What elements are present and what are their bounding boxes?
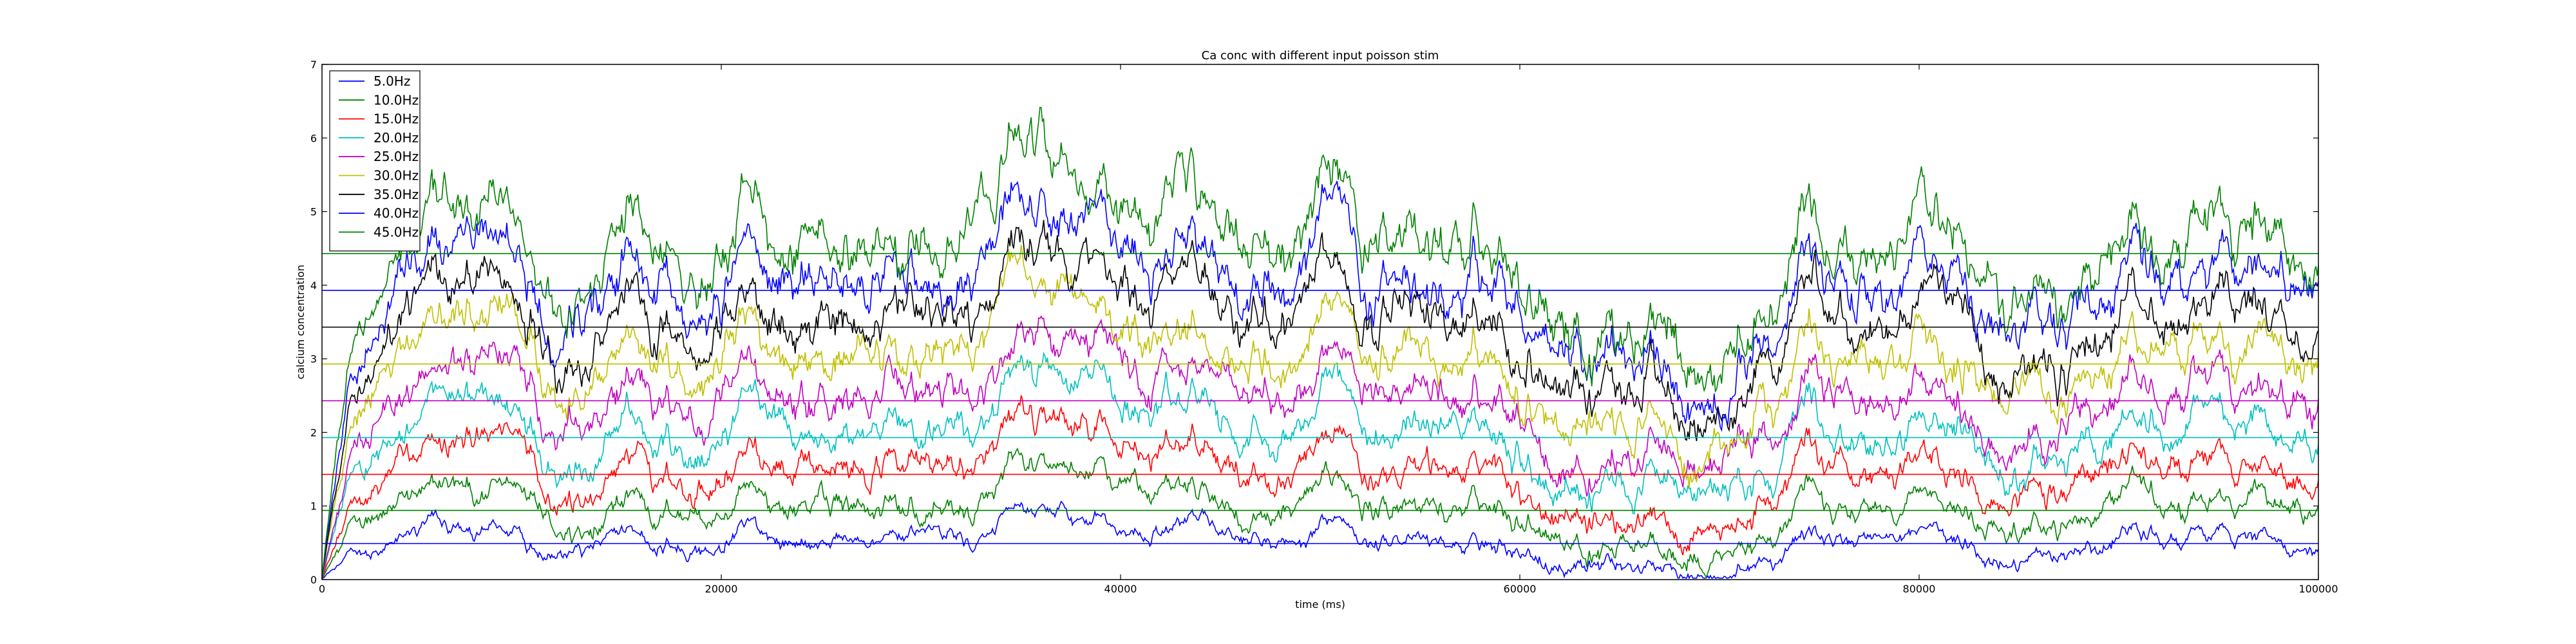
series-line-5.0Hz bbox=[322, 500, 2319, 580]
series-line-45.0Hz bbox=[321, 106, 2319, 578]
x-tick-label: 60000 bbox=[1504, 583, 1537, 595]
y-tick-label: 2 bbox=[310, 426, 317, 439]
x-tick-label: 20000 bbox=[705, 583, 738, 595]
y-tick-label: 1 bbox=[310, 500, 317, 513]
legend-label-30.0Hz: 30.0Hz bbox=[374, 168, 419, 184]
legend-label-10.0Hz: 10.0Hz bbox=[374, 92, 419, 108]
legend-label-5.0Hz: 5.0Hz bbox=[374, 73, 410, 89]
legend-label-20.0Hz: 20.0Hz bbox=[374, 130, 419, 146]
series-line-25.0Hz bbox=[321, 315, 2319, 578]
mean-lines-layer bbox=[322, 252, 2318, 544]
x-tick-label: 40000 bbox=[1104, 583, 1137, 595]
y-ticks: 0 1 2 3 4 5 6 7 bbox=[310, 59, 2318, 586]
series-line-40.0Hz bbox=[321, 180, 2319, 578]
y-tick-label: 5 bbox=[310, 206, 317, 218]
series-line-30.0Hz bbox=[321, 245, 2319, 578]
x-tick-label: 0 bbox=[319, 583, 325, 595]
legend-box bbox=[329, 70, 421, 252]
y-tick-label: 7 bbox=[310, 59, 317, 71]
series-line-20.0Hz bbox=[321, 352, 2319, 578]
x-axis-label: time (ms) bbox=[1295, 598, 1345, 611]
legend-label-40.0Hz: 40.0Hz bbox=[374, 205, 419, 221]
plot-area-frame bbox=[321, 64, 2319, 580]
legend-label-25.0Hz: 25.0Hz bbox=[374, 149, 419, 164]
chart-title: Ca conc with different input poisson sti… bbox=[1202, 49, 1439, 62]
legend-label-45.0Hz: 45.0Hz bbox=[374, 224, 419, 240]
legend-label-35.0Hz: 35.0Hz bbox=[374, 187, 419, 202]
y-tick-label: 0 bbox=[310, 574, 317, 586]
x-tick-label: 80000 bbox=[1903, 583, 1936, 595]
x-ticks: 0 20000 40000 60000 80000 100000 bbox=[319, 64, 2338, 595]
y-tick-label: 4 bbox=[310, 279, 317, 292]
y-tick-label: 3 bbox=[310, 353, 317, 365]
y-tick-label: 6 bbox=[310, 132, 317, 144]
x-tick-label: 100000 bbox=[2298, 583, 2338, 595]
series-line-35.0Hz bbox=[321, 220, 2319, 578]
legend: 5.0Hz 10.0Hz 15.0Hz 20.0Hz 25.0Hz 30.0Hz 35.0H… bbox=[329, 70, 421, 252]
legend-label-15.0Hz: 15.0Hz bbox=[374, 111, 419, 127]
series-line-10.0Hz bbox=[321, 447, 2319, 579]
y-axis-label: calcium concentration bbox=[294, 265, 307, 379]
